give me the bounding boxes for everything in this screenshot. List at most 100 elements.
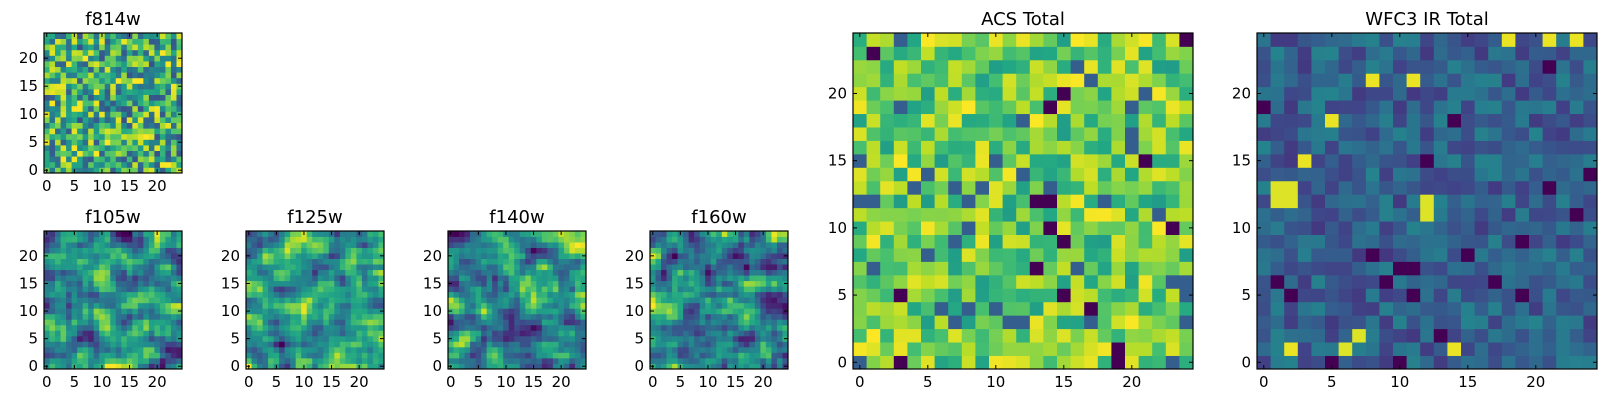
heatmap-cell [71,275,78,282]
heatmap-cell [1179,315,1194,330]
heatmap-cell [541,264,548,271]
heatmap-cell [650,341,656,348]
heatmap-cell [1270,342,1285,356]
heatmap-cell [1556,100,1571,115]
heatmap-cell [339,231,346,237]
heatmap-cell [1165,140,1180,155]
heatmap-cell [104,55,111,62]
heatmap-cell [1488,207,1503,222]
heatmap-cell [677,280,684,287]
heatmap-cell [295,280,302,287]
heatmap-cell [1556,234,1571,249]
heatmap-cell [1420,301,1435,316]
heatmap-cell [137,94,144,101]
heatmap-cell [121,145,128,151]
heatmap-cell [148,61,155,67]
heatmap-cell [154,258,161,265]
heatmap-cell [1447,315,1462,330]
heatmap-cell [519,352,526,359]
heatmap-cell [170,302,177,309]
heatmap-cell [115,83,122,90]
heatmap-cell [536,275,543,282]
heatmap-cell [312,363,319,370]
heatmap-cell [1433,274,1448,289]
heatmap-cell [486,346,493,353]
heatmap-cell [1043,301,1058,316]
heatmap-cell [1179,355,1194,370]
heatmap-cell [716,286,723,293]
heatmap-cell [525,236,532,243]
heatmap-cell [295,357,302,364]
heatmap-cell [710,308,717,315]
heatmap-cell [143,269,150,276]
heatmap-cell [547,247,554,254]
heatmap-cell [552,253,559,259]
heatmap-cell [88,83,95,90]
heatmap-cell [1325,248,1339,262]
heatmap-cell [1583,33,1598,47]
heatmap-cell [361,363,368,370]
heatmap-cell [104,363,111,370]
heatmap-cell [154,66,161,73]
heatmap-cell [317,231,324,237]
heatmap-cell [921,288,935,303]
heatmap-cell [1138,234,1153,249]
heatmap-cell [126,357,133,364]
heatmap-cell [154,280,161,287]
heatmap-cell [880,153,895,168]
heatmap-cell [71,38,78,45]
heatmap-cell [110,161,117,168]
heatmap-cell [82,330,89,337]
heatmap-cell [688,280,695,287]
heatmap-cell [148,357,155,364]
heatmap-cell [148,236,155,243]
heatmap-cell [1433,59,1448,74]
heatmap-cell [514,341,521,348]
heatmap-cell [688,253,695,259]
heatmap-cell [574,330,581,337]
heatmap-cell [334,264,341,271]
heatmap-cell [170,161,177,168]
heatmap-cell [323,253,330,259]
heatmap-cell [1515,342,1530,356]
heatmap-cell [732,291,739,298]
heatmap-cell [738,313,745,320]
heatmap-cell [710,231,717,237]
heatmap-cell [339,253,346,259]
heatmap-cell [170,145,177,151]
heatmap-cell [760,324,767,331]
y-tick-label: 5 [230,330,240,348]
heatmap-cell [165,66,172,73]
heatmap-cell [880,355,895,370]
heatmap-cell [49,49,56,56]
heatmap-cell [295,341,302,348]
heatmap-cell [536,330,543,337]
heatmap-cell [716,280,723,287]
heatmap-cell [961,234,976,249]
heatmap-cell [1043,86,1058,101]
heatmap-cell [367,258,374,265]
heatmap-cell [290,363,297,370]
heatmap-cell [776,258,783,265]
heatmap-cell [55,49,61,56]
heatmap-cell [683,253,690,259]
heatmap-cell [666,269,673,276]
heatmap-cell [721,319,728,326]
heatmap-cell [1257,342,1271,356]
heatmap-cell [760,253,767,259]
heatmap-cell [143,139,150,146]
heatmap-cell [661,269,667,276]
heatmap-cell [1379,167,1394,182]
heatmap-cell [552,258,559,265]
heatmap-cell [453,291,460,298]
heatmap-cell [1084,73,1099,88]
heatmap-cell [273,319,280,326]
heatmap-cell [776,297,783,304]
heatmap-cell [1529,342,1543,356]
heatmap-cell [1420,180,1435,195]
heatmap-cell [475,269,482,276]
heatmap-cell [121,335,128,342]
heatmap-cell [77,242,84,248]
heatmap-cell [66,55,72,62]
heatmap-cell [77,145,84,151]
